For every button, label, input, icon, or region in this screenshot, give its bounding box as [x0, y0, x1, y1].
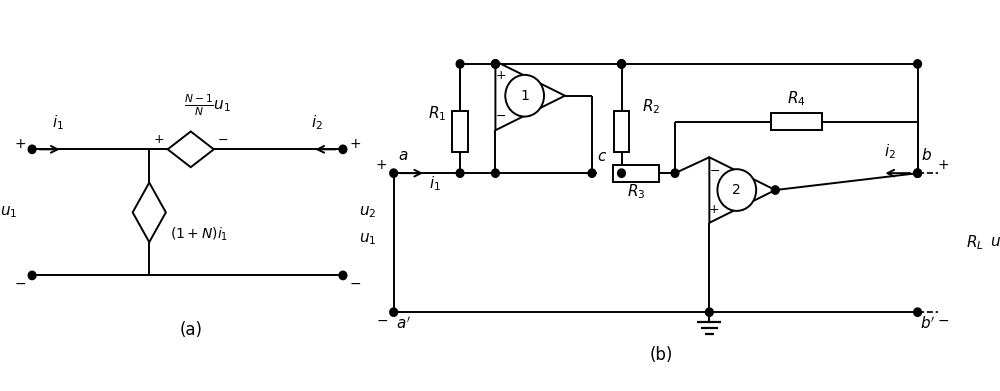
- Text: $b'$: $b'$: [920, 316, 936, 332]
- Text: +: +: [376, 158, 387, 172]
- Bar: [452, 111, 468, 152]
- Text: $-$: $-$: [349, 275, 361, 289]
- Text: $-$: $-$: [937, 313, 949, 327]
- Circle shape: [717, 169, 756, 211]
- Text: $i_1$: $i_1$: [429, 174, 441, 193]
- Circle shape: [705, 308, 713, 316]
- Text: $R_L$: $R_L$: [966, 233, 984, 252]
- Text: $i_2$: $i_2$: [311, 114, 323, 133]
- Text: $-$: $-$: [217, 133, 228, 146]
- Text: $u_1$: $u_1$: [359, 231, 377, 248]
- Circle shape: [618, 169, 625, 178]
- Text: +: +: [14, 137, 26, 151]
- Text: +: +: [709, 203, 720, 216]
- Circle shape: [456, 169, 464, 178]
- Polygon shape: [709, 157, 775, 223]
- Circle shape: [671, 169, 679, 178]
- Text: $-$: $-$: [14, 275, 26, 289]
- Bar: [771, 113, 822, 130]
- Circle shape: [618, 60, 625, 68]
- Circle shape: [492, 60, 499, 68]
- Text: +: +: [349, 137, 361, 151]
- Bar: [614, 111, 629, 152]
- Circle shape: [390, 169, 398, 178]
- Circle shape: [914, 169, 921, 178]
- Circle shape: [914, 60, 921, 68]
- Polygon shape: [168, 131, 214, 167]
- Polygon shape: [495, 61, 565, 130]
- Circle shape: [28, 271, 36, 280]
- Text: $u_1$: $u_1$: [0, 204, 18, 220]
- Text: $u_2$: $u_2$: [990, 235, 1000, 251]
- Text: 1: 1: [520, 89, 529, 103]
- Text: $u_2$: $u_2$: [359, 204, 377, 220]
- Circle shape: [492, 60, 499, 68]
- Text: $(1+N)i_1$: $(1+N)i_1$: [170, 226, 229, 243]
- Circle shape: [588, 169, 596, 178]
- Text: +: +: [153, 133, 164, 146]
- Circle shape: [914, 308, 921, 316]
- Circle shape: [914, 169, 921, 178]
- Text: +: +: [495, 69, 506, 83]
- Text: $R_4$: $R_4$: [787, 90, 806, 108]
- Text: $b$: $b$: [921, 147, 932, 163]
- Circle shape: [390, 308, 398, 316]
- Text: $c$: $c$: [597, 149, 607, 164]
- Circle shape: [492, 169, 499, 178]
- Circle shape: [456, 60, 464, 68]
- Circle shape: [771, 186, 779, 194]
- Text: $a$: $a$: [398, 148, 409, 163]
- Circle shape: [28, 145, 36, 154]
- Text: $i_1$: $i_1$: [52, 114, 64, 133]
- Text: $a'$: $a'$: [396, 316, 411, 332]
- Bar: [613, 165, 659, 181]
- Text: +: +: [938, 158, 949, 172]
- Circle shape: [505, 75, 544, 117]
- Text: (a): (a): [179, 321, 202, 339]
- Text: $-$: $-$: [495, 109, 506, 122]
- Text: $i_2$: $i_2$: [884, 142, 896, 161]
- Text: $\frac{N-1}{N}u_1$: $\frac{N-1}{N}u_1$: [184, 92, 231, 118]
- Text: $R_3$: $R_3$: [627, 182, 645, 201]
- Text: $-$: $-$: [376, 313, 388, 327]
- Text: 2: 2: [732, 183, 741, 197]
- Circle shape: [618, 60, 625, 68]
- Text: (b): (b): [649, 346, 673, 364]
- Polygon shape: [133, 183, 166, 242]
- Bar: [942, 222, 958, 264]
- Circle shape: [339, 145, 347, 154]
- Circle shape: [339, 271, 347, 280]
- Text: $-$: $-$: [709, 164, 720, 177]
- Text: $R_1$: $R_1$: [428, 104, 446, 123]
- Text: $R_2$: $R_2$: [642, 98, 660, 116]
